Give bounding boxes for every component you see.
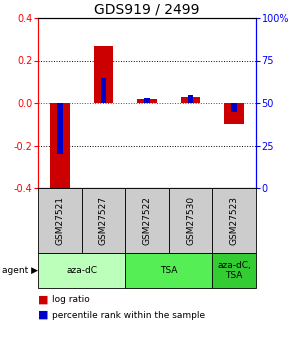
Text: aza-dC,
TSA: aza-dC, TSA: [217, 261, 251, 280]
Text: GSM27523: GSM27523: [230, 196, 239, 245]
Text: GSM27527: GSM27527: [99, 196, 108, 245]
Bar: [50, 103, 70, 192]
Bar: [181, 97, 200, 103]
Bar: [144, 98, 150, 103]
Text: GSM27521: GSM27521: [55, 196, 64, 245]
Bar: [38, 188, 82, 253]
Bar: [169, 188, 212, 253]
Bar: [212, 188, 256, 253]
Title: GDS919 / 2499: GDS919 / 2499: [94, 3, 200, 17]
Bar: [38, 253, 125, 288]
Bar: [137, 99, 157, 103]
Bar: [188, 95, 193, 103]
Text: log ratio: log ratio: [52, 296, 89, 305]
Bar: [125, 188, 169, 253]
Text: agent ▶: agent ▶: [2, 266, 38, 275]
Text: ■: ■: [38, 295, 48, 305]
Bar: [212, 253, 256, 288]
Bar: [125, 253, 212, 288]
Text: GSM27522: GSM27522: [142, 196, 152, 245]
Bar: [94, 46, 113, 103]
Text: aza-dC: aza-dC: [66, 266, 97, 275]
Bar: [57, 103, 63, 154]
Bar: [82, 188, 125, 253]
Text: percentile rank within the sample: percentile rank within the sample: [52, 310, 205, 319]
Bar: [231, 103, 237, 111]
Bar: [225, 103, 244, 124]
Bar: [101, 78, 106, 103]
Text: TSA: TSA: [160, 266, 178, 275]
Text: GSM27530: GSM27530: [186, 196, 195, 245]
Text: ■: ■: [38, 310, 48, 320]
